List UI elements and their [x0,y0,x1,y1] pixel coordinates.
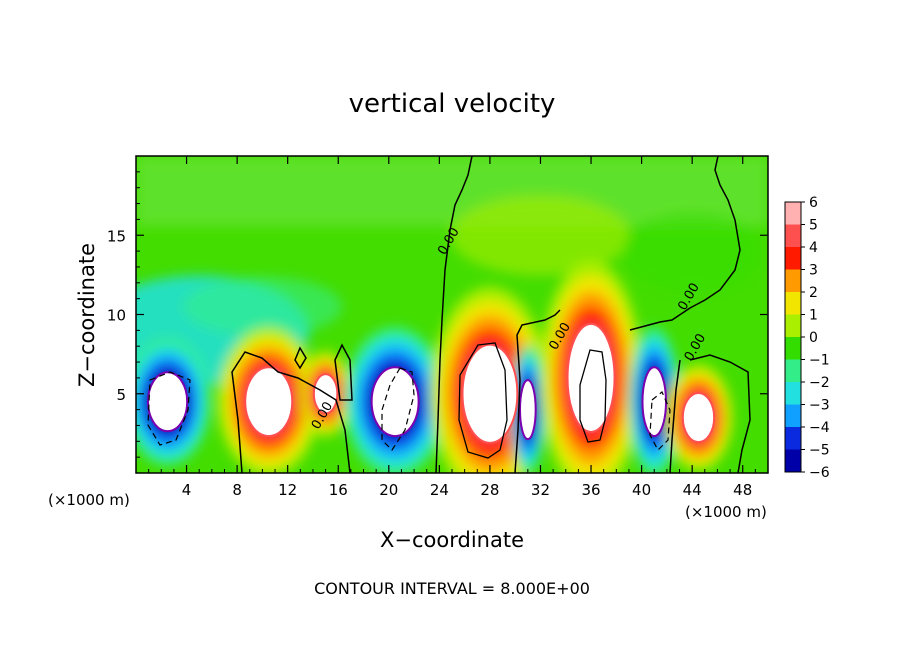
velocity-cores [147,322,716,444]
negative-cell-core [370,366,420,438]
colorbar-label: 3 [809,263,818,279]
positive-cell-core [244,366,294,438]
x-axis-label: X−coordinate [380,528,524,552]
x-axis: 4 8 12 16 20 24 28 32 36 40 44 48 [148,156,756,499]
zero-contour-line [334,343,353,401]
x-tick-label: 20 [379,481,398,499]
colorbar-label: −2 [809,375,830,391]
colorbar-label: 5 [809,218,818,234]
colorbar-label: 0 [809,330,818,346]
x-tick-label: 48 [733,481,752,499]
x-tick-label: 28 [480,481,499,499]
x-tick-label: 4 [182,481,192,499]
negative-cell-core [641,366,667,438]
zero-contour-line [629,156,741,331]
closed-contour-line [579,349,607,443]
positive-cell-core [681,391,716,444]
zero-contour-line [514,309,561,473]
y-tick-label: 15 [107,227,126,245]
y-tick-label: 10 [107,307,126,325]
colorbar-frame [784,201,802,473]
dashed-contour-line [147,371,191,446]
zero-contour-line [294,346,307,370]
colorbar-swatch [785,359,801,383]
field-patch [622,211,763,292]
closed-contour-line [458,342,508,459]
colorbar-swatch [785,202,801,225]
x-axis-unit-right: (×1000 m) [685,503,767,521]
dashed-contour-line [381,367,415,451]
colorbar-label: −3 [809,398,830,414]
colorbar-swatch [785,247,801,270]
negative-cell-core [147,371,189,433]
zero-contour-line [435,156,473,473]
x-tick-label: 16 [329,481,348,499]
colorbar-label: −5 [809,443,830,459]
colorbar-swatch [785,404,801,428]
colorbar-label: 2 [809,285,818,301]
x-tick-label: 36 [581,481,600,499]
y-axis-label: Z−coordinate [75,243,99,387]
colorbar-swatch [785,224,801,248]
colorbar: 6 5 4 3 2 1 0 −1 −2 −3 −4 −5 −6 [784,195,830,481]
colorbar-swatch [785,269,801,293]
positive-cell-core [566,322,616,433]
zero-contour-line [669,359,681,473]
x-tick-label: 24 [430,481,449,499]
contour-interval-note: CONTOUR INTERVAL = 8.000E+00 [314,579,590,598]
zero-contour-line [231,351,351,473]
x-tick-label: 44 [683,481,702,499]
colorbar-swatch [785,314,801,338]
x-tick-label: 32 [531,481,550,499]
y-tick-label: 5 [116,386,126,404]
plot-area [136,156,768,473]
colorbar-label: 4 [809,240,818,256]
colorbar-label: −4 [809,420,830,436]
colorbar-swatch [785,337,801,360]
colorbar-label: −6 [809,465,830,481]
zero-contour-line [689,354,751,473]
x-tick-label: 12 [278,481,297,499]
colorbar-swatch [785,292,801,315]
colorbar-swatch [785,449,801,473]
colorbar-swatch [785,427,801,450]
x-axis-unit-left: (×1000 m) [48,491,130,509]
x-tick-label: 8 [232,481,242,499]
colorbar-label: −1 [809,353,830,369]
colorbar-swatch [785,382,801,405]
dashed-contour-line [649,391,671,451]
upper-band [136,156,768,226]
colorbar-label: 6 [809,195,818,211]
x-tick-label: 40 [632,481,651,499]
colorbar-label: 1 [809,308,818,324]
field-patch [450,195,631,276]
field-patch [182,276,343,337]
positive-cell-core [461,343,519,444]
y-axis: 5 10 15 [107,171,768,458]
negative-cell-core [519,379,537,441]
chart-title: vertical velocity [349,89,556,119]
